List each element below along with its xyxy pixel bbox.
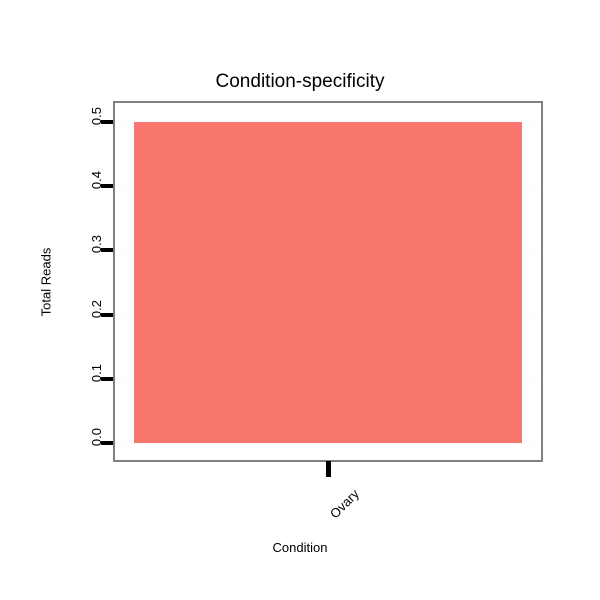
y-axis-title-wrap: Total Reads xyxy=(35,232,57,332)
y-axis-tick-label: 0.1 xyxy=(89,363,104,382)
x-axis-title: Condition xyxy=(272,540,328,555)
y-axis-tick-label: 0.4 xyxy=(89,171,104,190)
y-axis-tick-label: 0.2 xyxy=(89,299,104,318)
x-axis-tick-label-ovary: Ovary xyxy=(326,486,362,522)
y-axis-tick xyxy=(101,312,113,317)
chart-title: Condition-specificity xyxy=(215,71,385,92)
y-axis-tick xyxy=(101,248,113,253)
y-axis-title: Total Reads xyxy=(38,247,54,317)
y-axis-tick-label: 0.5 xyxy=(89,107,104,126)
x-axis-tick xyxy=(325,461,331,477)
y-axis-tick-label: 0.0 xyxy=(89,428,104,447)
plot-panel xyxy=(113,101,543,462)
y-axis-tick xyxy=(101,184,113,189)
plot-panel-inner xyxy=(115,103,541,460)
gridline xyxy=(115,443,541,444)
y-axis-tick xyxy=(101,441,113,445)
y-axis-tick-label: 0.3 xyxy=(89,235,104,254)
bar-ovary[interactable] xyxy=(134,122,522,443)
y-axis-tick xyxy=(101,376,113,381)
y-axis-tick xyxy=(101,120,113,124)
